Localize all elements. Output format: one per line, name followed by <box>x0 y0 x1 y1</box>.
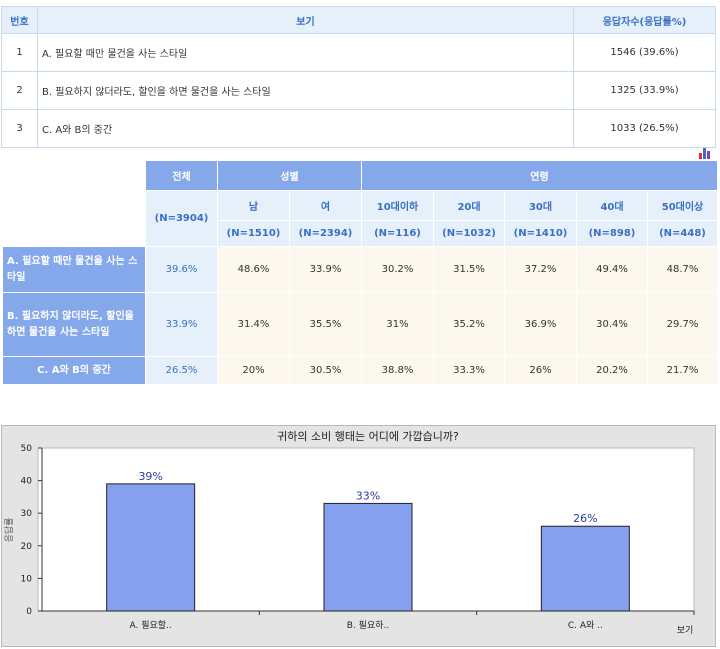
row-number: 2 <box>1 71 38 110</box>
options-table: 번호 보기 응답자수(응답률%) 1 A. 필요할 때만 물건을 사는 스타일 … <box>1 6 716 148</box>
data-label: 26% <box>573 512 597 525</box>
row-total: 33.9% <box>145 292 218 357</box>
y-tick-label: 50 <box>21 444 33 454</box>
row-value: 48.7% <box>647 246 718 293</box>
header-age-10s: 10대이하 <box>361 190 434 221</box>
y-tick-label: 10 <box>21 574 33 584</box>
header-age-30s-n: (N=1410) <box>504 220 577 247</box>
header-count: 응답자수(응답률%) <box>573 6 716 34</box>
row-option: A. 필요할 때만 물건을 사는 스타일 <box>37 33 574 72</box>
row-value: 21.7% <box>647 356 718 385</box>
row-total: 39.6% <box>145 246 218 293</box>
row-value: 38.8% <box>361 356 434 385</box>
header-gender: 성별 <box>217 160 362 191</box>
row-count: 1546 (39.6%) <box>573 33 716 72</box>
table-row: 1 A. 필요할 때만 물건을 사는 스타일 1546 (39.6%) <box>1 33 716 72</box>
row-value: 31.5% <box>433 246 505 293</box>
header-total: 전체 <box>145 160 218 191</box>
header-age-50s-n: (N=448) <box>647 220 718 247</box>
row-value: 35.2% <box>433 292 505 357</box>
table-row: 2 B. 필요하지 않더라도, 할인을 하면 물건을 사는 스타일 1325 (… <box>1 71 716 110</box>
header-age-50s: 50대이상 <box>647 190 718 221</box>
header-option: 보기 <box>37 6 574 34</box>
options-header-row: 번호 보기 응답자수(응답률%) <box>1 6 716 34</box>
header-age-10s-n: (N=116) <box>361 220 434 247</box>
header-number: 번호 <box>1 6 38 34</box>
row-value: 30.5% <box>289 356 362 385</box>
row-value: 30.2% <box>361 246 434 293</box>
row-total: 26.5% <box>145 356 218 385</box>
row-count: 1325 (33.9%) <box>573 71 716 110</box>
row-value: 30.4% <box>576 292 648 357</box>
data-label: 33% <box>356 489 380 502</box>
row-value: 33.3% <box>433 356 505 385</box>
header-age-30s: 30대 <box>504 190 577 221</box>
bar-chart: 귀하의 소비 행태는 어디에 가깝습니까? 응답률 보기 0 10 20 30 40 50… <box>1 425 716 647</box>
header-male-n: (N=1510) <box>217 220 290 247</box>
bar <box>540 525 630 612</box>
x-tick-label: B. 필요하.. <box>347 619 389 631</box>
header-age-40s: 40대 <box>576 190 648 221</box>
x-tick-label: A. 필요할.. <box>130 619 172 631</box>
row-number: 1 <box>1 33 38 72</box>
bar <box>323 502 413 612</box>
bar-chart-icon[interactable] <box>698 147 712 159</box>
data-label: 39% <box>138 470 162 483</box>
cross-header-row: 전체 성별 연령 <box>2 160 718 247</box>
row-option: C. A와 B의 중간 <box>37 109 574 148</box>
row-label: C. A와 B의 중간 <box>2 356 146 385</box>
row-value: 31.4% <box>217 292 290 357</box>
row-value: 36.9% <box>504 292 577 357</box>
table-row: C. A와 B의 중간 26.5% 20% 30.5% 38.8% 33.3% … <box>2 356 718 385</box>
header-age-40s-n: (N=898) <box>576 220 648 247</box>
row-value: 35.5% <box>289 292 362 357</box>
header-total-n: (N=3904) <box>145 190 218 247</box>
row-count: 1033 (26.5%) <box>573 109 716 148</box>
row-value: 49.4% <box>576 246 648 293</box>
header-female-n: (N=2394) <box>289 220 362 247</box>
row-value: 31% <box>361 292 434 357</box>
y-tick-label: 40 <box>21 477 33 487</box>
row-label: B. 필요하지 않더라도, 할인을 하면 물건을 사는 스타일 <box>2 292 146 357</box>
y-tick-label: 20 <box>21 542 33 552</box>
header-age-20s-n: (N=1032) <box>433 220 505 247</box>
y-tick-label: 30 <box>21 509 33 519</box>
chart-canvas: 귀하의 소비 행태는 어디에 가깝습니까? 응답률 보기 0 10 20 30 40 50… <box>3 429 695 636</box>
header-female: 여 <box>289 190 362 221</box>
header-age-20s: 20대 <box>433 190 505 221</box>
y-tick-label: 0 <box>26 607 32 617</box>
table-row: B. 필요하지 않더라도, 할인을 하면 물건을 사는 스타일 33.9% 31… <box>2 292 718 357</box>
row-value: 29.7% <box>647 292 718 357</box>
header-age: 연령 <box>361 160 718 191</box>
x-axis-label: 보기 <box>677 625 694 636</box>
row-number: 3 <box>1 109 38 148</box>
row-value: 26% <box>504 356 577 385</box>
row-value: 37.2% <box>504 246 577 293</box>
cross-n-row: (N=1510) (N=2394) (N=116) (N=1032) (N=14… <box>3 220 718 247</box>
chart-marks: 0 10 20 30 40 50 39% A. 필요할.. 33% B. 필요하.. 26% C. A… <box>21 444 695 631</box>
row-value: 33.9% <box>289 246 362 293</box>
table-row: A. 필요할 때만 물건을 사는 스타일 39.6% 48.6% 33.9% 3… <box>2 246 718 293</box>
y-axis-label: 응답률 <box>3 518 15 543</box>
y-axis-label-group: 응답률 <box>3 518 15 543</box>
row-option: B. 필요하지 않더라도, 할인을 하면 물건을 사는 스타일 <box>37 71 574 110</box>
cross-tab-table: 전체 성별 연령 (N=3904) 남 여 10대이하 20대 30대 40대 … <box>2 160 718 385</box>
header-male: 남 <box>217 190 290 221</box>
x-tick-label: C. A와 .. <box>568 619 603 631</box>
row-value: 20.2% <box>576 356 648 385</box>
cross-subheader-row: (N=3904) 남 여 10대이하 20대 30대 40대 50대이상 <box>3 190 718 247</box>
row-value: 48.6% <box>217 246 290 293</box>
chart-title: 귀하의 소비 행태는 어디에 가깝습니까? <box>277 429 459 443</box>
row-value: 20% <box>217 356 290 385</box>
bar <box>106 483 196 612</box>
table-row: 3 C. A와 B의 중간 1033 (26.5%) <box>1 109 716 148</box>
row-label: A. 필요할 때만 물건을 사는 스타일 <box>2 246 146 293</box>
